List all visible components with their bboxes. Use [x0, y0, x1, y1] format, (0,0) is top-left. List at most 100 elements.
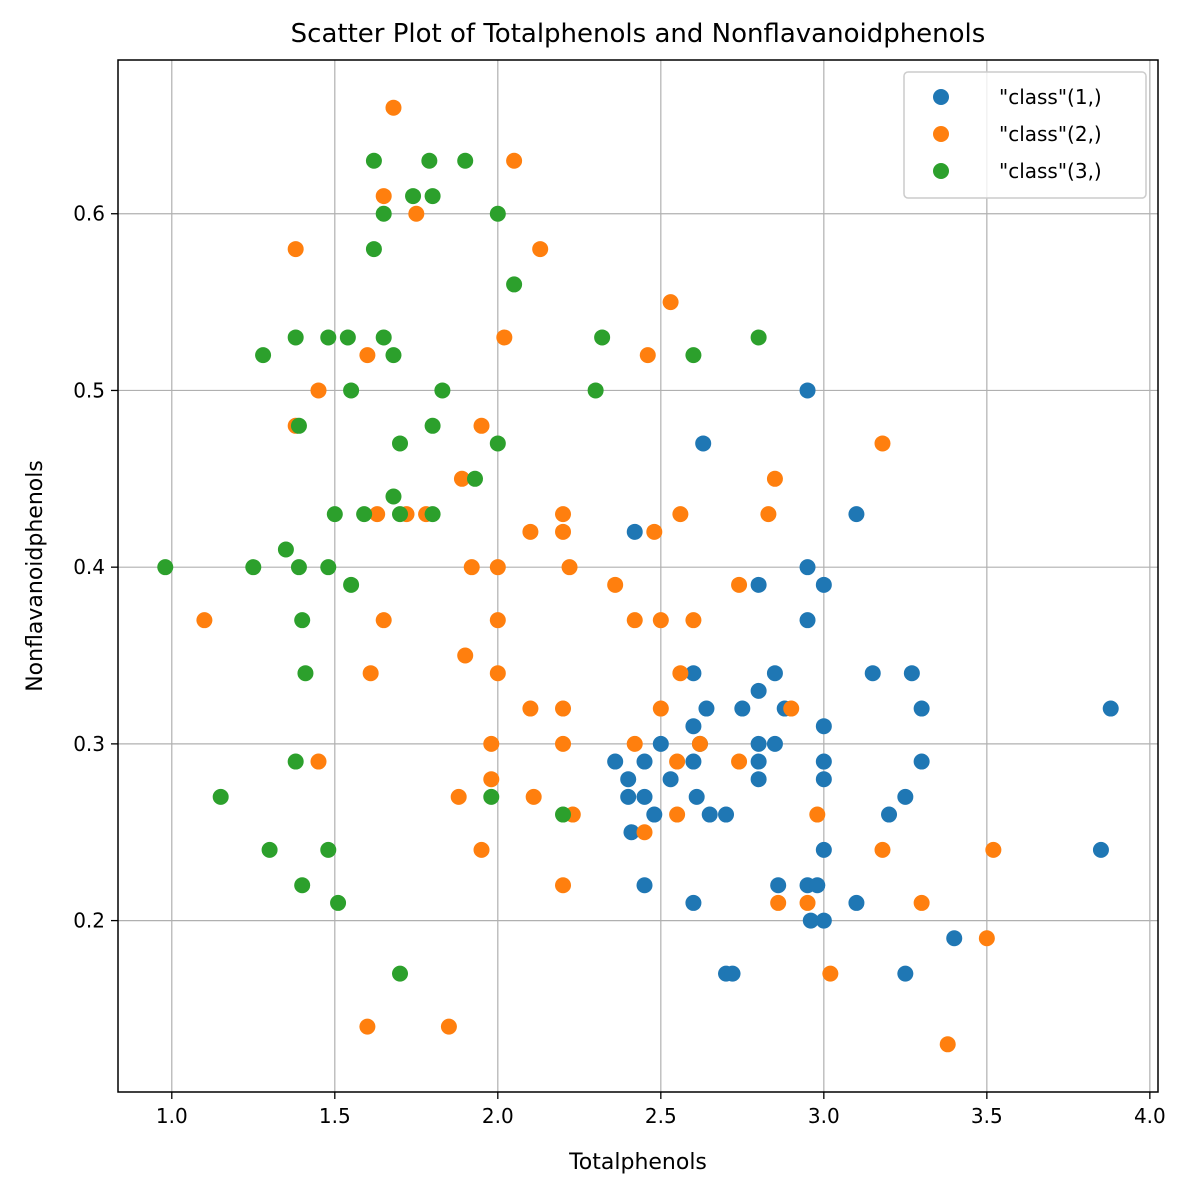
- x-tick-label: 1.0: [156, 1104, 188, 1128]
- data-point-class1: [848, 894, 865, 911]
- data-point-class1: [802, 912, 819, 929]
- data-point-class2: [457, 647, 474, 664]
- chart-title: Scatter Plot of Totalphenols and Nonflav…: [291, 19, 986, 49]
- y-tick-label: 0.4: [73, 555, 105, 579]
- data-point-class1: [685, 718, 702, 735]
- data-point-class2: [522, 523, 539, 540]
- data-point-class2: [555, 506, 572, 523]
- data-point-class1: [636, 877, 653, 894]
- data-point-class2: [691, 735, 708, 752]
- data-point-class2: [783, 700, 800, 717]
- legend-box: [903, 71, 1147, 199]
- data-point-class2: [362, 665, 379, 682]
- data-point-class2: [555, 877, 572, 894]
- data-point-class2: [489, 612, 506, 629]
- data-point-class1: [698, 700, 715, 717]
- data-point-class1: [652, 735, 669, 752]
- data-point-class2: [385, 99, 402, 116]
- data-point-class3: [594, 329, 611, 346]
- data-point-class2: [669, 753, 686, 770]
- x-tick-label: 1.5: [319, 1104, 351, 1128]
- data-point-class2: [985, 841, 1002, 858]
- data-point-class3: [277, 541, 294, 558]
- data-point-class2: [646, 523, 663, 540]
- legend-marker-class2: [933, 126, 949, 142]
- data-point-class1: [903, 665, 920, 682]
- x-axis-ticks: 1.0 1.5 2.0 2.5 3.0 3.5 4.0: [156, 1092, 1166, 1128]
- data-point-class1: [750, 735, 767, 752]
- data-point-class2: [496, 329, 513, 346]
- data-point-class1: [946, 930, 963, 947]
- data-point-class2: [626, 735, 643, 752]
- data-point-class3: [424, 188, 441, 205]
- data-point-class2: [874, 841, 891, 858]
- data-point-class1: [799, 559, 816, 576]
- data-point-class3: [326, 506, 343, 523]
- x-tick-label: 3.0: [808, 1104, 840, 1128]
- data-point-class2: [731, 576, 748, 593]
- data-point-class2: [652, 612, 669, 629]
- data-point-class2: [809, 806, 826, 823]
- data-point-class1: [799, 612, 816, 629]
- data-point-class3: [294, 612, 311, 629]
- data-point-class3: [365, 152, 382, 169]
- data-point-class1: [815, 718, 832, 735]
- data-point-class2: [489, 559, 506, 576]
- data-point-class1: [734, 700, 751, 717]
- data-point-class2: [440, 1018, 457, 1035]
- data-point-class1: [815, 753, 832, 770]
- data-point-class1: [815, 841, 832, 858]
- data-point-class3: [434, 382, 451, 399]
- data-point-class2: [978, 930, 995, 947]
- data-point-class2: [473, 417, 490, 434]
- data-point-class3: [555, 806, 572, 823]
- legend-label-class2: "class"(2,): [999, 122, 1102, 146]
- data-point-class2: [196, 612, 213, 629]
- data-point-class3: [339, 329, 356, 346]
- data-point-class1: [897, 788, 914, 805]
- data-point-class2: [483, 771, 500, 788]
- x-tick-label: 2.0: [482, 1104, 514, 1128]
- data-point-class2: [408, 205, 425, 222]
- data-point-class2: [639, 347, 656, 364]
- data-point-class3: [750, 329, 767, 346]
- y-tick-label: 0.2: [73, 909, 105, 933]
- data-point-class3: [489, 435, 506, 452]
- data-point-class2: [555, 523, 572, 540]
- data-point-class2: [770, 894, 787, 911]
- data-point-class1: [848, 506, 865, 523]
- data-point-class3: [255, 347, 272, 364]
- data-point-class1: [695, 435, 712, 452]
- data-point-class3: [330, 894, 347, 911]
- data-point-class1: [636, 753, 653, 770]
- data-point-class2: [369, 506, 386, 523]
- data-point-class3: [385, 488, 402, 505]
- data-point-class3: [506, 276, 523, 293]
- data-point-class2: [310, 382, 327, 399]
- data-point-class2: [939, 1036, 956, 1053]
- data-point-class2: [359, 347, 376, 364]
- data-point-class2: [561, 559, 578, 576]
- y-tick-label: 0.5: [73, 378, 105, 402]
- data-point-class3: [392, 435, 409, 452]
- data-point-class1: [623, 824, 640, 841]
- data-point-class3: [261, 841, 278, 858]
- data-point-class1: [897, 965, 914, 982]
- data-point-class1: [750, 576, 767, 593]
- data-point-class2: [799, 894, 816, 911]
- data-point-class1: [646, 806, 663, 823]
- data-point-class3: [457, 152, 474, 169]
- x-tick-label: 3.5: [971, 1104, 1003, 1128]
- y-tick-label: 0.6: [73, 202, 105, 226]
- data-point-class2: [473, 841, 490, 858]
- y-axis-label: Nonflavanoidphenols: [23, 460, 48, 692]
- grid-lines: [118, 60, 1158, 1092]
- data-point-class1: [620, 771, 637, 788]
- data-point-class3: [320, 559, 337, 576]
- data-point-class3: [290, 417, 307, 434]
- data-point-class1: [685, 665, 702, 682]
- data-point-class2: [731, 753, 748, 770]
- x-tick-label: 2.5: [645, 1104, 677, 1128]
- data-point-class1: [620, 788, 637, 805]
